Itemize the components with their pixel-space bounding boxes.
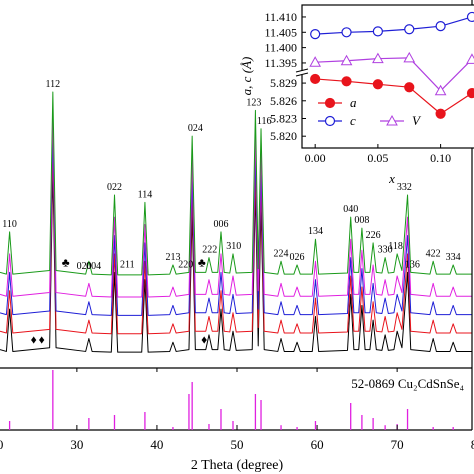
peak-label: 040	[343, 204, 358, 215]
peak-label: 211	[120, 259, 135, 270]
peak-label: 118	[388, 241, 403, 252]
inset-y-tick-label: 11.405	[264, 25, 297, 39]
reference-label: 52-0869 Cu₂CdSnSe₄	[351, 376, 464, 391]
peak-label: 330	[378, 245, 393, 256]
inset-y-tick-label: 5.823	[270, 111, 297, 125]
inset-y-tick-label: 5.826	[270, 94, 297, 108]
peak-label: 020	[77, 261, 92, 272]
legend-marker	[324, 97, 336, 109]
inset-y-tick-label: 11.395	[264, 56, 297, 70]
inset-line	[315, 78, 473, 115]
peak-label: 114	[138, 189, 153, 200]
peak-label: 220	[178, 259, 193, 270]
axis-break	[298, 71, 306, 75]
peak-label: 116	[257, 116, 272, 127]
xrd-trace	[0, 131, 472, 316]
peak-label: 026	[290, 252, 305, 263]
inset-y-tick-label: 11.400	[264, 41, 297, 55]
inset-marker	[435, 21, 446, 32]
inset-marker	[341, 27, 352, 38]
inset-x-tick-label: 0.00	[305, 151, 326, 165]
peak-label: 123	[246, 97, 261, 108]
peak-label: 134	[308, 226, 323, 237]
x-tick-label: 20	[0, 437, 3, 452]
legend-marker	[386, 114, 398, 126]
inset-y-tick-label: 5.829	[270, 76, 297, 90]
inset-marker	[340, 54, 353, 66]
phase-symbol: ♦	[201, 333, 207, 347]
legend-label: a	[350, 95, 357, 110]
peak-label: 310	[226, 241, 241, 252]
legend-label: V	[412, 113, 422, 128]
inset-marker	[466, 88, 474, 99]
inset-y-tick-label: 11.410	[264, 10, 297, 24]
inset-line	[315, 57, 473, 92]
inset-marker	[341, 76, 352, 87]
legend-label: c	[350, 113, 356, 128]
x-tick-label: 60	[311, 437, 324, 452]
traces	[0, 91, 472, 353]
peak-label: 136	[405, 259, 420, 270]
inset-marker	[372, 79, 383, 90]
peak-label: 008	[354, 215, 369, 226]
inset-marker	[372, 26, 383, 37]
inset-y-label: a, c (Å)	[239, 57, 254, 96]
peak-label: 222	[202, 245, 217, 256]
inset-marker	[404, 24, 415, 35]
peak-label: 004	[86, 261, 101, 272]
inset-marker	[310, 29, 321, 40]
legend-marker	[324, 115, 336, 127]
x-axis-label: 2 Theta (degree)	[191, 458, 284, 473]
inset-marker	[404, 82, 415, 93]
inset-marker	[435, 108, 446, 119]
peak-label: 226	[366, 230, 381, 241]
inset-marker	[310, 73, 321, 85]
phase-symbol: ♣	[198, 255, 206, 269]
inset-marker	[309, 56, 322, 67]
inset-line	[315, 16, 473, 35]
peak-label: 334	[446, 252, 461, 263]
peak-label: 224	[274, 248, 289, 259]
inset-marker	[466, 53, 474, 64]
x-tick-label: 70	[391, 437, 404, 452]
axis-break-mark	[295, 68, 309, 77]
inset-x-tick-label: 0.05	[367, 151, 388, 165]
phase-symbol: ♦	[31, 333, 37, 347]
inset-frame	[301, 4, 474, 149]
peak-label: 024	[188, 123, 203, 134]
peak-label: 213	[165, 252, 180, 263]
inset-x-tick-label: 0.10	[430, 151, 451, 165]
xrd-trace	[0, 91, 472, 276]
phase-symbol: ♦	[39, 333, 45, 347]
inset-marker	[403, 51, 416, 63]
inset-y-tick-label: 5.820	[270, 129, 297, 143]
peak-label: 112	[46, 79, 61, 90]
peak-label: 332	[397, 182, 412, 193]
peak-label: 022	[107, 182, 122, 193]
peak-label: 110	[2, 219, 17, 230]
inset-marker	[434, 84, 447, 96]
x-tick-label: 80	[471, 437, 474, 452]
x-tick-label: 30	[70, 437, 83, 452]
peak-label: 006	[213, 219, 228, 230]
x-tick-label: 50	[231, 437, 244, 452]
peak-label: 422	[426, 248, 441, 259]
inset-marker	[372, 52, 384, 64]
phase-symbol: ♣	[62, 255, 70, 269]
x-tick-label: 40	[150, 437, 163, 452]
inset-x-label: x	[388, 171, 395, 186]
inset-marker	[466, 11, 474, 23]
